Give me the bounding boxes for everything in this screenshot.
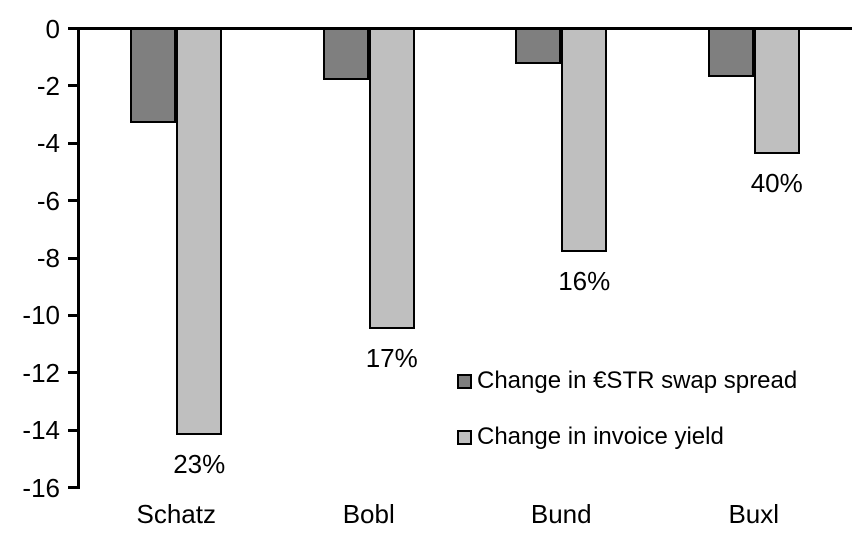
legend-label-swap-spread: Change in €STR swap spread [477,367,798,394]
x-axis-label-buxl: Buxl [728,499,780,529]
bar-change-in-str-swap-spread-bobl [322,28,369,80]
y-tick-mark--12 [68,371,77,375]
point-label-bobl: 17% [365,343,418,374]
legend-swatch-swap-spread [457,373,472,389]
y-tick-label--10: -10 [22,300,60,331]
legend-item-swap-spread: Change in €STR swap spread [457,367,797,395]
y-tick-mark-0 [68,27,77,30]
bar-change-in-str-swap-spread-bund [515,28,562,64]
y-tick-mark--4 [68,141,77,145]
bar-change-in-invoice-yield-bobl [368,28,415,330]
bar-change-in-str-swap-spread-buxl [707,28,754,77]
point-label-bund: 16% [558,265,611,296]
x-axis-label-bobl: Bobl [342,499,395,529]
y-axis-line [77,27,80,489]
y-tick-label--6: -6 [36,185,60,216]
legend-swatch-invoice-yield [457,429,472,445]
y-tick-mark--2 [68,84,77,88]
y-tick-label--14: -14 [22,415,60,446]
y-tick-mark--8 [68,256,77,260]
y-tick-label--2: -2 [36,70,60,101]
point-label-schatz: 23% [173,449,226,480]
y-tick-label--8: -8 [36,243,60,274]
point-label-buxl: 40% [750,168,803,199]
legend: Change in €STR swap spread Change in inv… [457,367,797,479]
legend-label-invoice-yield: Change in invoice yield [477,423,724,450]
x-axis-label-bund: Bund [530,499,592,529]
bar-change-in-invoice-yield-schatz [176,28,223,436]
y-tick-label-0: 0 [45,13,60,44]
bar-change-in-str-swap-spread-schatz [130,28,177,123]
bar-change-in-invoice-yield-bund [561,28,608,252]
y-tick-mark--14 [68,428,77,432]
x-axis-label-schatz: Schatz [136,499,217,529]
bar-change-in-invoice-yield-buxl [753,28,800,155]
y-tick-label--4: -4 [36,128,60,159]
x-axis-zero-line [68,27,852,30]
y-tick-mark--6 [68,199,77,203]
y-tick-label--12: -12 [22,357,60,388]
y-tick-mark--16 [68,486,77,490]
y-tick-mark--10 [68,313,77,317]
y-tick-label--16: -16 [22,472,60,503]
legend-item-invoice-yield: Change in invoice yield [457,423,797,451]
